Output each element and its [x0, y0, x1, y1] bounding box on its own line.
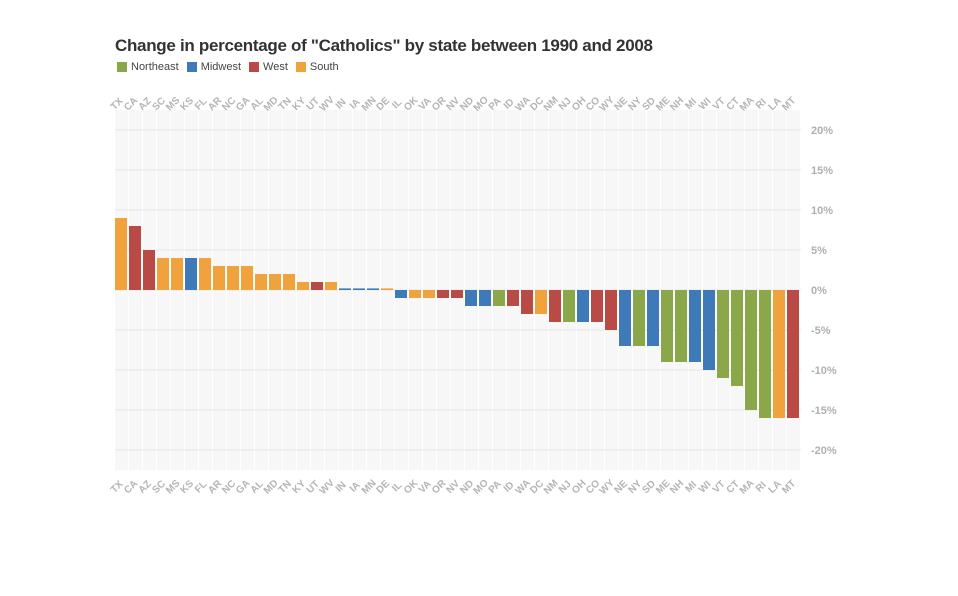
legend: Northeast Midwest West South — [117, 61, 347, 73]
bar-ks — [185, 258, 197, 290]
bar-ca — [129, 226, 141, 290]
bar-wv — [325, 282, 337, 290]
bar-ri — [759, 290, 771, 418]
y-tick-label: 5% — [811, 245, 827, 257]
bar-ma — [745, 290, 757, 410]
legend-item-midwest: Midwest — [186, 61, 242, 73]
bar-ok — [409, 290, 421, 298]
bar-oh — [577, 290, 589, 322]
y-tick-label: -20% — [811, 445, 837, 457]
bar-sc — [157, 258, 169, 290]
bar-wy — [605, 290, 617, 330]
y-tick-label: -10% — [811, 365, 837, 377]
legend-label-south: South — [309, 61, 339, 73]
bar-me — [661, 290, 673, 362]
legend-label-west: West — [263, 61, 288, 73]
bar-or — [437, 290, 449, 298]
bar-al — [255, 274, 267, 290]
bar-fl — [199, 258, 211, 290]
bar-vt — [717, 290, 729, 378]
bar-mt — [787, 290, 799, 418]
y-tick-label: 0% — [811, 285, 827, 297]
bar-mi — [689, 290, 701, 362]
bar-tn — [283, 274, 295, 290]
bar-nh — [675, 290, 687, 362]
bar-id — [507, 290, 519, 306]
bar-mo — [479, 290, 491, 306]
bar-va — [423, 290, 435, 298]
x-tick-label-bottom: IN — [334, 480, 349, 495]
bar-ms — [171, 258, 183, 290]
bar-dc — [535, 290, 547, 314]
y-tick-label: -15% — [811, 405, 837, 417]
bar-ky — [297, 282, 309, 290]
legend-swatch-south — [295, 62, 306, 72]
x-tick-label-bottom: MT — [780, 478, 798, 496]
bar-nv — [451, 290, 463, 298]
bar-ia — [353, 288, 365, 290]
bar-tx — [115, 218, 127, 290]
legend-label-midwest: Midwest — [200, 61, 242, 73]
bar-pa — [493, 290, 505, 306]
bar-wi — [703, 290, 715, 370]
y-tick-label: 10% — [811, 205, 833, 217]
legend-item-northeast: Northeast — [117, 61, 179, 73]
bar-ny — [633, 290, 645, 346]
bar-de — [381, 288, 393, 290]
legend-item-west: West — [249, 61, 288, 73]
bar-ga — [241, 266, 253, 290]
bar-in — [339, 288, 351, 290]
y-tick-label: 20% — [811, 125, 833, 137]
bar-nj — [563, 290, 575, 322]
bar-ne — [619, 290, 631, 346]
legend-item-south: South — [295, 61, 339, 73]
bar-az — [143, 250, 155, 290]
x-tick-label-top: IN — [334, 97, 349, 112]
legend-label-northeast: Northeast — [131, 61, 179, 73]
y-tick-label: -5% — [811, 325, 831, 337]
bar-wa — [521, 290, 533, 314]
legend-swatch-west — [249, 62, 260, 72]
bar-nc — [227, 266, 239, 290]
bar-co — [591, 290, 603, 322]
legend-swatch-northeast — [117, 62, 127, 72]
bar-md — [269, 274, 281, 290]
legend-swatch-midwest — [186, 62, 197, 72]
bar-nd — [465, 290, 477, 306]
bar-la — [773, 290, 785, 418]
bar-il — [395, 290, 407, 298]
bar-ct — [731, 290, 743, 386]
bar-ar — [213, 266, 225, 290]
bar-ut — [311, 282, 323, 290]
chart-title: Change in percentage of "Catholics" by s… — [115, 36, 653, 55]
bar-sd — [647, 290, 659, 346]
y-tick-label: 15% — [811, 165, 833, 177]
bar-nm — [549, 290, 561, 322]
bar-mn — [367, 288, 379, 290]
